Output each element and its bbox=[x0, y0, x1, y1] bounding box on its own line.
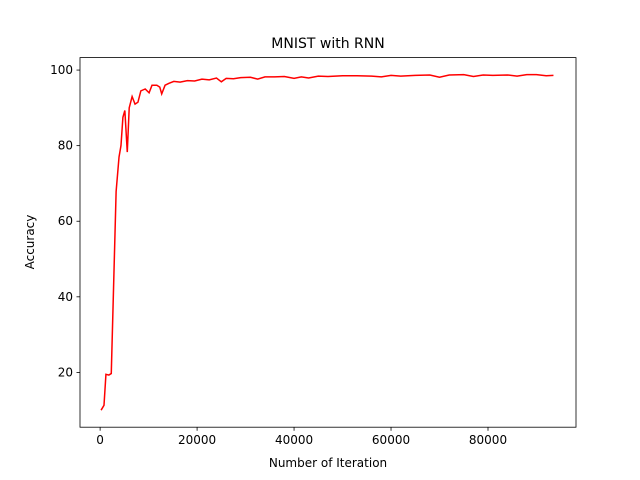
x-tick-label: 80000 bbox=[469, 433, 507, 447]
data-line bbox=[100, 73, 554, 411]
y-tick-label: 80 bbox=[58, 139, 73, 153]
plot-frame bbox=[79, 57, 577, 428]
x-tick-label: 20000 bbox=[178, 433, 216, 447]
y-tick-label: 20 bbox=[58, 365, 73, 379]
x-axis-label: Number of Iteration bbox=[269, 456, 387, 470]
chart-title: MNIST with RNN bbox=[271, 36, 384, 52]
x-tick-label: 0 bbox=[96, 433, 104, 447]
y-tick-label: 100 bbox=[50, 63, 73, 77]
x-tick-label: 60000 bbox=[372, 433, 410, 447]
x-tick-label: 40000 bbox=[275, 433, 313, 447]
y-tick-label: 40 bbox=[58, 290, 73, 304]
y-axis-label: Accuracy bbox=[23, 215, 37, 270]
y-tick-label: 60 bbox=[58, 214, 73, 228]
